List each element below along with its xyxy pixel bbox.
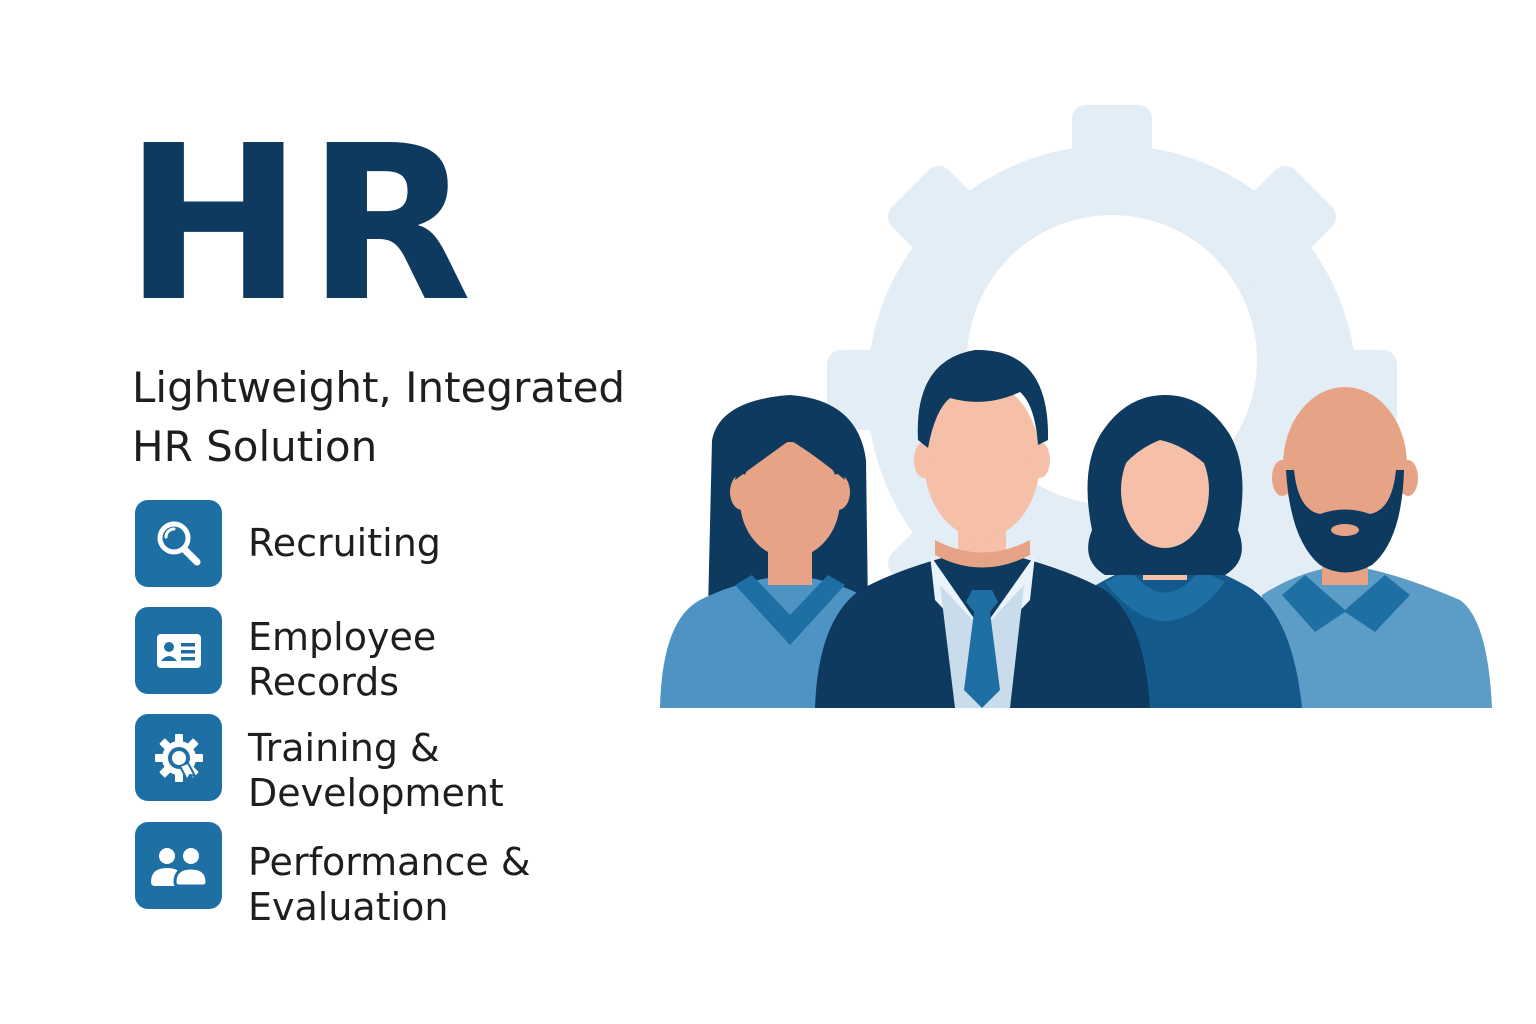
subtitle: Lightweight, Integrated HR Solution: [132, 363, 626, 471]
hr-team-illustration: [660, 105, 1492, 708]
feature-label: Recruiting: [248, 521, 441, 565]
feature-performance-evaluation[interactable]: Performance & Evaluation: [135, 822, 635, 929]
id-card-icon: [135, 607, 222, 694]
search-icon: [135, 500, 222, 587]
feature-label: Training & Development: [248, 726, 504, 815]
feature-label: Employee Records: [248, 615, 437, 704]
gear-badge-icon: [135, 714, 222, 801]
feature-label: Performance & Evaluation: [248, 840, 531, 929]
person-woman-bob: [1087, 395, 1302, 708]
person-man-suit: [815, 349, 1150, 708]
feature-training-development[interactable]: Training & Development: [135, 714, 635, 815]
person-bearded-man: [1262, 387, 1492, 708]
hero-title: HR: [124, 100, 476, 349]
feature-employee-records[interactable]: Employee Records: [135, 607, 635, 704]
people-icon: [135, 822, 222, 909]
person-woman-long-hair: [660, 395, 900, 708]
feature-recruiting[interactable]: Recruiting: [135, 500, 635, 590]
